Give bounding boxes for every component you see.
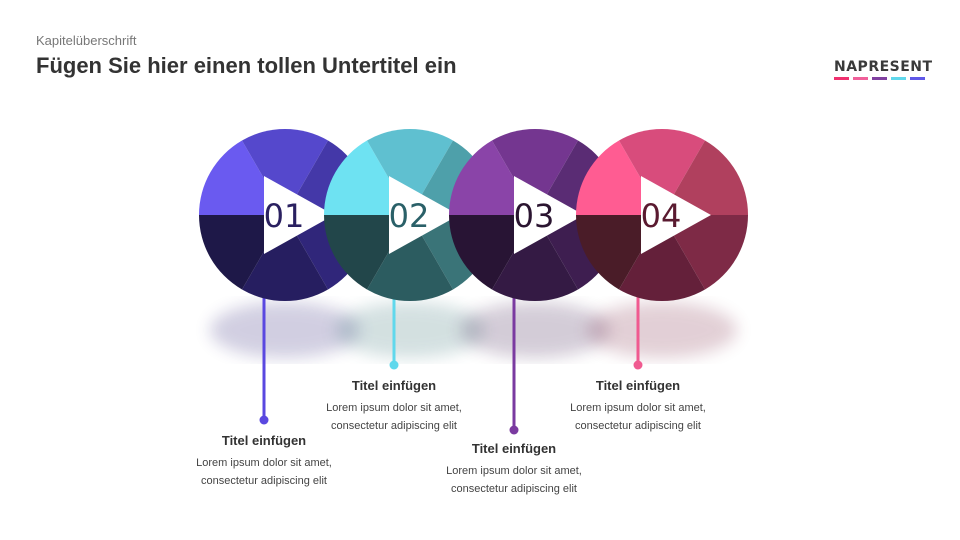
step-description-line: Lorem ipsum dolor sit amet, xyxy=(570,402,706,414)
step-title: Titel einfügen xyxy=(471,441,557,456)
logo-text: NAPRESENT xyxy=(834,59,933,75)
connector-dot xyxy=(389,360,399,370)
step-number: 04 xyxy=(641,197,682,235)
step-text-block: Titel einfügen Lorem ipsum dolor sit ame… xyxy=(414,441,614,498)
step-title: Titel einfügen xyxy=(595,378,681,393)
circle-segment xyxy=(619,129,705,215)
step-title: Titel einfügen xyxy=(351,378,437,393)
play-triangle-icon xyxy=(389,176,459,254)
step-description-line: Lorem ipsum dolor sit amet, xyxy=(196,457,332,469)
step-number: 02 xyxy=(389,197,430,235)
circle-segment xyxy=(449,140,535,215)
logo-bar xyxy=(872,77,887,80)
logo: NAPRESENT xyxy=(834,59,933,80)
step-description-line: consectetur adipiscing elit xyxy=(331,420,457,432)
circle-segment xyxy=(492,215,578,301)
circle-segment xyxy=(492,129,578,215)
step-description-line: consectetur adipiscing elit xyxy=(201,475,327,487)
circle-segment xyxy=(662,140,748,215)
circle-reflection xyxy=(460,302,610,358)
logo-bars xyxy=(834,77,926,80)
connector-dot xyxy=(509,425,519,435)
logo-bar xyxy=(910,77,925,80)
play-triangle-icon xyxy=(264,176,334,254)
logo-bar xyxy=(834,77,849,80)
circle-reflection xyxy=(210,302,360,358)
circle-segment xyxy=(199,140,285,215)
circle-segment xyxy=(324,215,410,290)
step-description-line: Lorem ipsum dolor sit amet, xyxy=(326,402,462,414)
circle-segment xyxy=(199,215,285,290)
step-description-line: consectetur adipiscing elit xyxy=(451,483,577,495)
step-text-block: Titel einfügen Lorem ipsum dolor sit ame… xyxy=(294,378,494,435)
circle-segment xyxy=(367,129,453,215)
slide-title: Fügen Sie hier einen tollen Untertitel e… xyxy=(36,53,457,78)
circle-segment xyxy=(619,215,705,302)
circle-segment xyxy=(449,215,535,290)
logo-bar xyxy=(853,77,868,80)
step-description-line: consectetur adipiscing elit xyxy=(575,420,701,432)
step-title: Titel einfügen xyxy=(221,433,307,448)
circle-segment xyxy=(576,140,662,215)
step-text-block: Titel einfügen Lorem ipsum dolor sit ame… xyxy=(164,433,364,490)
play-triangle-icon xyxy=(514,176,584,254)
step-circle-04: 04 xyxy=(576,129,748,302)
circle-segment xyxy=(324,140,410,215)
step-number: 03 xyxy=(514,197,555,235)
chapter-heading: Kapitelüberschrift xyxy=(36,33,137,48)
connector-dot xyxy=(633,360,643,370)
step-text-block: Titel einfügen Lorem ipsum dolor sit ame… xyxy=(538,378,738,435)
step-number: 01 xyxy=(264,197,305,235)
circle-reflection xyxy=(335,302,485,358)
circle-segment xyxy=(242,215,328,301)
circle-segment xyxy=(576,215,662,290)
connector-dot xyxy=(259,415,269,425)
circle-segment xyxy=(662,215,748,290)
logo-bar xyxy=(891,77,906,80)
circle-segment xyxy=(367,215,453,301)
step-circle-03: 03 xyxy=(449,129,621,301)
step-description-line: Lorem ipsum dolor sit amet, xyxy=(446,465,582,477)
circle-segment xyxy=(242,129,328,215)
circle-reflection xyxy=(587,302,737,358)
play-triangle-icon xyxy=(641,176,711,254)
